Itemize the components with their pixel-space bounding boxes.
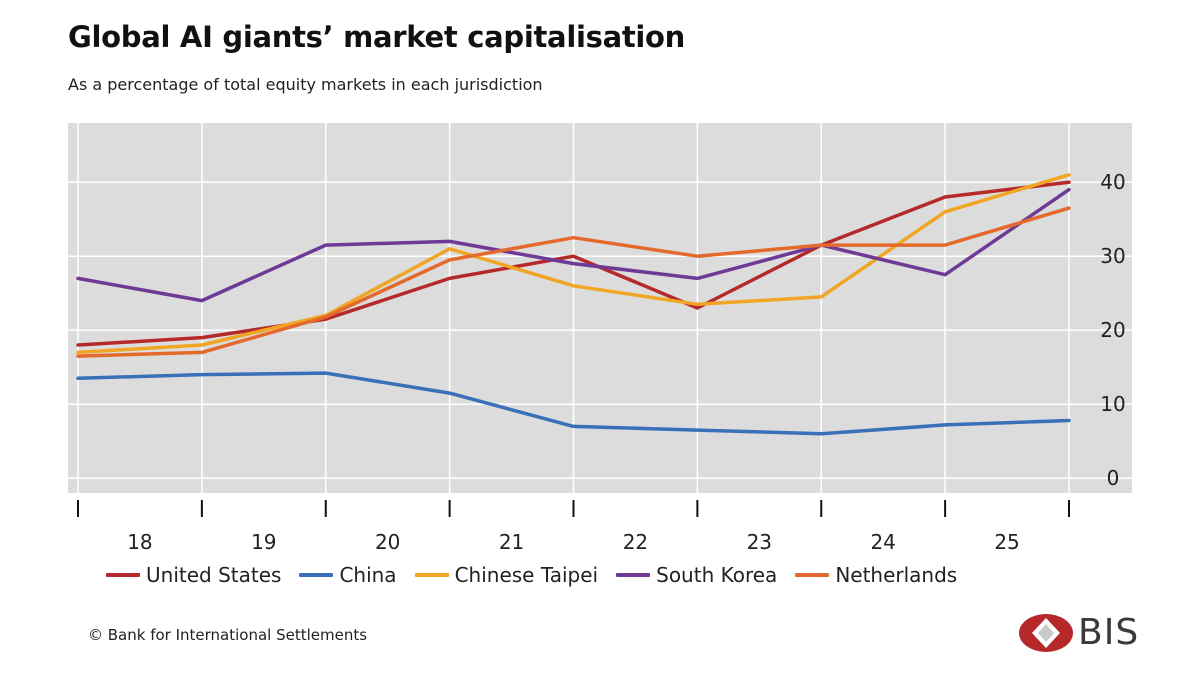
- series-line-united-states: [76, 180, 1071, 347]
- legend-swatch: [795, 573, 830, 577]
- plot-area: [68, 123, 1132, 493]
- chart-title: Global AI giants’ market capitalisation: [68, 20, 686, 54]
- legend-label: Chinese Taipei: [454, 563, 599, 587]
- legend-label: China: [339, 563, 397, 587]
- legend-item-china: China: [299, 563, 397, 587]
- series-line-netherlands: [76, 206, 1071, 358]
- legend-item-netherlands: Netherlands: [795, 563, 957, 587]
- series-line-china: [76, 371, 1071, 436]
- legend-item-united-states: United States: [106, 563, 281, 587]
- x-tick-label: 21: [499, 530, 524, 554]
- series-line-chinese-taipei: [76, 173, 1071, 355]
- y-tick-label: 10: [1100, 392, 1125, 416]
- x-tick-label: 22: [623, 530, 648, 554]
- x-tick-label: 24: [870, 530, 895, 554]
- y-tick-label: 40: [1100, 170, 1125, 194]
- legend-label: South Korea: [656, 563, 778, 587]
- x-tick-label: 23: [747, 530, 772, 554]
- y-tick-label: 20: [1100, 318, 1125, 342]
- legend-item-south-korea: South Korea: [616, 563, 777, 587]
- legend-label: Netherlands: [835, 563, 958, 587]
- bis-logo: BIS: [1018, 612, 1139, 653]
- x-tick-label: 18: [127, 530, 152, 554]
- legend-swatch: [414, 573, 449, 577]
- y-tick-label: 30: [1100, 244, 1125, 268]
- x-tick-label: 25: [994, 530, 1019, 554]
- logo-text: BIS: [1078, 612, 1140, 653]
- x-tick-label: 20: [375, 530, 400, 554]
- legend-label: United States: [146, 563, 282, 587]
- legend-swatch: [106, 573, 140, 577]
- series-line-south-korea: [76, 187, 1071, 303]
- bis-logo-icon: [1019, 613, 1073, 652]
- y-tick-label: 0: [1107, 466, 1120, 490]
- legend-swatch: [616, 573, 651, 577]
- chart-legend: United States China Chinese Taipei South Ko…: [106, 563, 975, 587]
- x-tick-label: 19: [251, 530, 276, 554]
- copyright-text: © Bank for International Settlements: [88, 626, 368, 644]
- legend-item-chinese-taipei: Chinese Taipei: [414, 563, 599, 587]
- legend-swatch: [299, 573, 334, 577]
- chart-subtitle: As a percentage of total equity markets …: [68, 75, 543, 94]
